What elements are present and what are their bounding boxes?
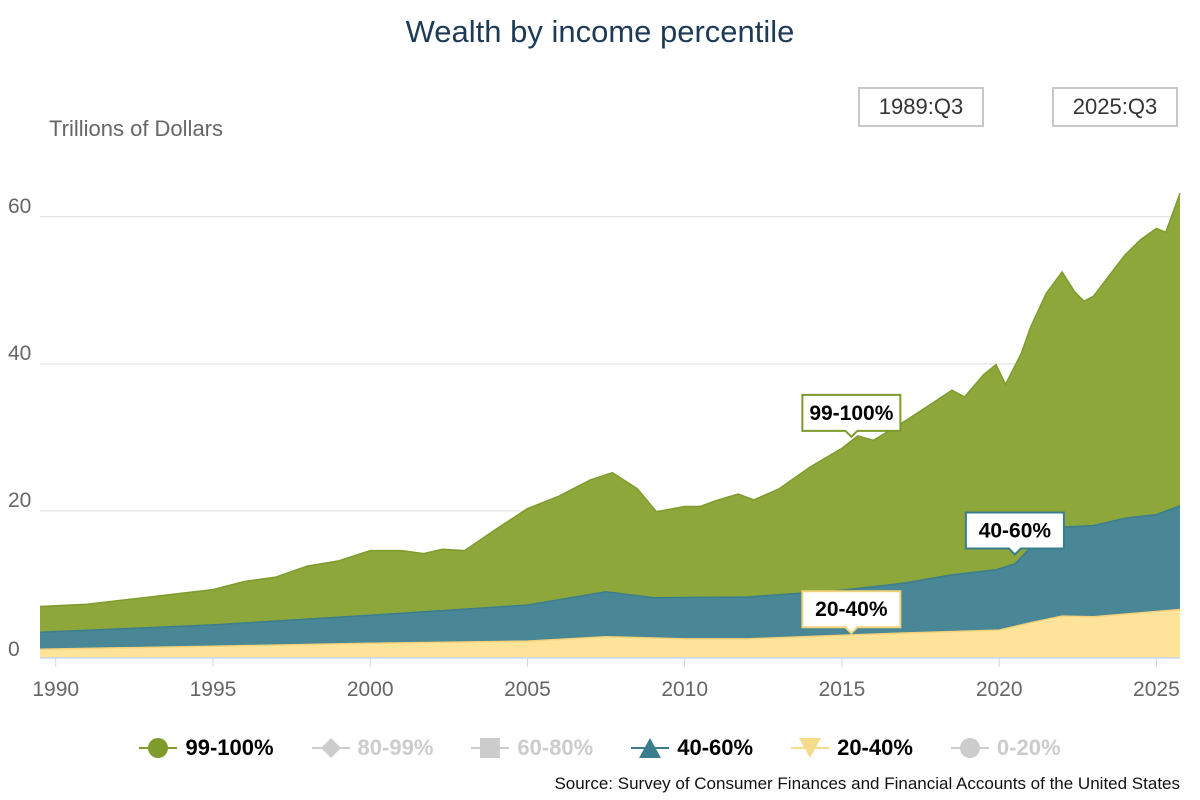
line-99-100 [39, 192, 1181, 608]
legend: 99-100% 80-99% 60-80% 40-60% 20-40% 0-20% [0, 735, 1200, 761]
legend-label: 80-99% [357, 735, 434, 760]
triangle-legend-icon [631, 738, 670, 758]
x-tick-label: 2020 [976, 678, 1023, 701]
legend-item-0-20[interactable]: 0-20% [950, 735, 1061, 761]
x-tick-label: 2010 [661, 678, 708, 701]
area-99-100 [40, 193, 1180, 658]
x-tick-label: 2005 [504, 678, 551, 701]
legend-item-20-40[interactable]: 20-40% [791, 735, 913, 761]
area-20-40 [40, 609, 1180, 658]
area-chart: 0 20 40 60 1990 1995 2000 2005 2010 2015 2020 2025 9… [8, 192, 1181, 701]
annotation-label: 20-40% [815, 598, 888, 621]
y-tick-label: 20 [8, 489, 31, 512]
y-tick-label: 40 [8, 342, 31, 365]
range-start-box[interactable]: 1989:Q3 [858, 87, 984, 127]
chart-title: Wealth by income percentile [405, 14, 795, 49]
annotation-box [801, 590, 902, 635]
legend-item-40-60[interactable]: 40-60% [631, 735, 753, 761]
annotation-40-60: 40-60% [964, 511, 1065, 556]
range-end-box[interactable]: 2025:Q3 [1052, 87, 1178, 127]
x-tick-label: 2025 [1133, 678, 1180, 701]
y-tick-label: 60 [8, 195, 31, 218]
legend-item-80-99[interactable]: 80-99% [311, 735, 434, 761]
annotation-box [964, 511, 1065, 556]
annotation-box [801, 393, 902, 439]
annotation-99-100: 99-100% [801, 393, 902, 439]
square-legend-icon [471, 738, 510, 758]
annotation-label: 99-100% [809, 402, 893, 425]
line-40-60 [39, 505, 1181, 634]
legend-label: 99-100% [185, 735, 274, 760]
y-axis-unit-label: Trillions of Dollars [49, 116, 224, 141]
annotation-label: 40-60% [979, 520, 1052, 543]
triangle-down-legend-icon [791, 738, 830, 758]
circle-legend-icon [950, 738, 989, 758]
circle-legend-icon [139, 738, 178, 758]
line-20-40 [39, 608, 1181, 650]
x-tick-label: 1995 [190, 678, 237, 701]
diamond-legend-icon [311, 738, 350, 758]
legend-item-60-80[interactable]: 60-80% [471, 735, 593, 761]
legend-label: 60-80% [517, 735, 594, 760]
legend-item-99-100[interactable]: 99-100% [139, 735, 274, 761]
y-tick-label: 0 [8, 638, 20, 661]
legend-label: 0-20% [996, 735, 1061, 760]
x-tick-label: 1990 [32, 678, 79, 701]
legend-label: 40-60% [677, 735, 754, 760]
x-tick-label: 2015 [819, 678, 866, 701]
x-tick-label: 2000 [347, 678, 394, 701]
legend-label: 20-40% [837, 735, 913, 760]
annotation-20-40: 20-40% [801, 590, 902, 635]
source-note: Source: Survey of Consumer Finances and … [554, 774, 1180, 793]
